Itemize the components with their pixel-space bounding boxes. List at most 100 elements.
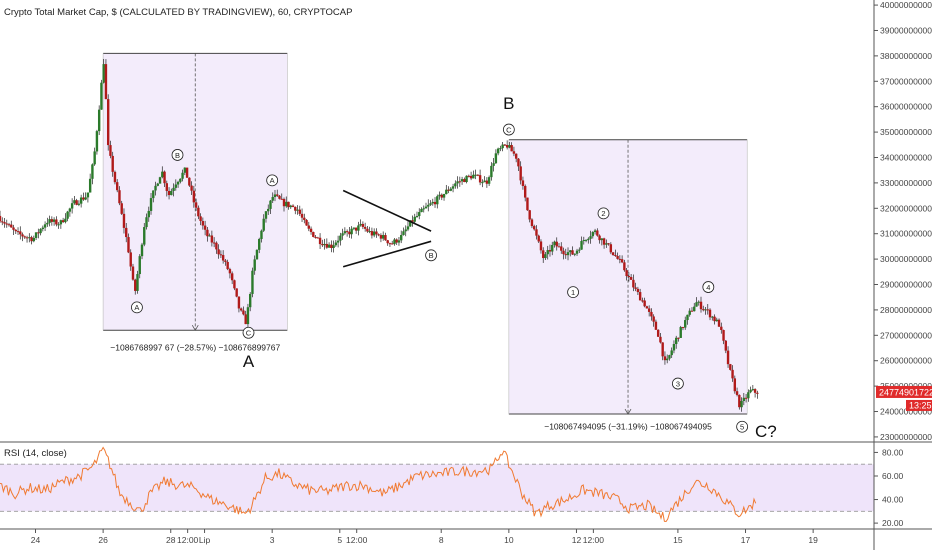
candle-body bbox=[474, 174, 477, 176]
y-tick-label: 2600000000000 bbox=[880, 356, 932, 366]
candle-body bbox=[704, 309, 707, 311]
candle-body bbox=[675, 337, 678, 345]
candle-body bbox=[106, 99, 110, 146]
y-tick-label: 2400000000000 bbox=[880, 407, 932, 417]
candle-body bbox=[523, 185, 527, 198]
candle-body bbox=[638, 292, 642, 301]
candle-body bbox=[230, 273, 234, 281]
candle-body bbox=[161, 171, 164, 178]
measure-arrow-icon bbox=[624, 408, 632, 415]
x-tick-label: 12:00 bbox=[583, 535, 605, 545]
candle-body bbox=[291, 205, 295, 207]
candle-body bbox=[393, 239, 396, 245]
candle-body bbox=[686, 314, 689, 321]
x-tick-label: 17 bbox=[741, 535, 751, 545]
candle-body bbox=[170, 190, 173, 196]
candle-body bbox=[118, 190, 121, 204]
countdown-label: 13:25 bbox=[909, 400, 932, 410]
candle-body bbox=[19, 231, 22, 235]
candle-body bbox=[122, 213, 126, 228]
triangle-lower-line bbox=[342, 240, 432, 268]
y-tick-label: 3000000000000 bbox=[880, 254, 932, 264]
candle-body bbox=[235, 288, 238, 297]
candle-body bbox=[68, 208, 72, 212]
candle-body bbox=[370, 231, 374, 236]
candle-body bbox=[596, 230, 599, 236]
candle-body bbox=[147, 210, 150, 218]
candle-body bbox=[708, 309, 712, 318]
candle-body bbox=[381, 235, 385, 239]
candle-body bbox=[402, 231, 405, 235]
candle-body bbox=[440, 194, 443, 198]
candle-body bbox=[467, 175, 471, 177]
candlestick-series bbox=[0, 58, 759, 412]
candle-body bbox=[10, 224, 13, 228]
candle-body bbox=[120, 203, 123, 214]
candle-body bbox=[210, 235, 214, 243]
wave-circle-icon bbox=[425, 249, 437, 262]
candle-body bbox=[361, 223, 365, 227]
candle-body bbox=[73, 200, 76, 204]
candle-body bbox=[199, 216, 202, 222]
y-tick-label: 4000000000000 bbox=[880, 0, 932, 10]
candle-body bbox=[659, 336, 662, 343]
last-price-badge bbox=[876, 385, 932, 398]
candle-body bbox=[185, 167, 189, 178]
candle-body bbox=[258, 239, 261, 250]
candle-body bbox=[629, 277, 633, 280]
x-tick-label: 19 bbox=[808, 535, 818, 545]
candle-body bbox=[79, 197, 83, 204]
wave-circle-icon bbox=[131, 301, 143, 314]
candle-body bbox=[492, 163, 495, 166]
candle-body bbox=[652, 316, 655, 322]
candle-body bbox=[553, 241, 556, 245]
candle-body bbox=[548, 250, 552, 252]
candle-body bbox=[55, 219, 58, 225]
candle-body bbox=[377, 234, 380, 236]
candle-body bbox=[167, 190, 171, 196]
y-tick-label: 2300000000000 bbox=[880, 432, 932, 442]
candle-body bbox=[233, 280, 236, 289]
candle-body bbox=[318, 237, 322, 245]
candle-body bbox=[519, 166, 522, 181]
candle-body bbox=[663, 356, 667, 361]
candle-body bbox=[136, 274, 139, 291]
candle-body bbox=[634, 287, 637, 289]
candle-body bbox=[722, 330, 725, 341]
candle-body bbox=[400, 234, 403, 241]
candle-body bbox=[742, 397, 746, 402]
candle-body bbox=[305, 219, 308, 226]
candle-body bbox=[37, 232, 40, 234]
candle-body bbox=[456, 181, 459, 184]
y-tick-label: 2900000000000 bbox=[880, 280, 932, 290]
candle-body bbox=[330, 244, 333, 248]
candle-body bbox=[143, 227, 146, 245]
candle-body bbox=[201, 221, 205, 226]
candle-body bbox=[113, 171, 117, 183]
candle-body bbox=[208, 235, 211, 237]
candle-body bbox=[285, 201, 288, 207]
rsi-tick-label: 40.00 bbox=[882, 495, 904, 505]
candle-body bbox=[64, 218, 67, 223]
rsi-pane: RSI (14, close) 80.00 60.00 40.00 20.00 bbox=[0, 446, 904, 528]
candle-body bbox=[14, 229, 17, 232]
candle-body bbox=[323, 243, 326, 246]
candle-body bbox=[215, 242, 218, 250]
candle-body bbox=[589, 236, 592, 239]
candle-body bbox=[16, 231, 20, 233]
wave-labels: A B C A B C 1 2 3 4 5 A B C? bbox=[131, 94, 777, 441]
candle-body bbox=[514, 153, 518, 159]
candle-body bbox=[158, 177, 162, 184]
candle-body bbox=[312, 232, 315, 237]
candle-body bbox=[744, 397, 748, 399]
candle-body bbox=[566, 252, 570, 256]
candle-body bbox=[1, 221, 4, 223]
candle-body bbox=[255, 249, 259, 260]
candle-body bbox=[93, 151, 96, 165]
candle-body bbox=[217, 249, 220, 255]
candle-body bbox=[600, 238, 604, 241]
candle-body bbox=[23, 236, 26, 238]
candle-body bbox=[535, 229, 538, 236]
candle-body bbox=[152, 190, 155, 199]
